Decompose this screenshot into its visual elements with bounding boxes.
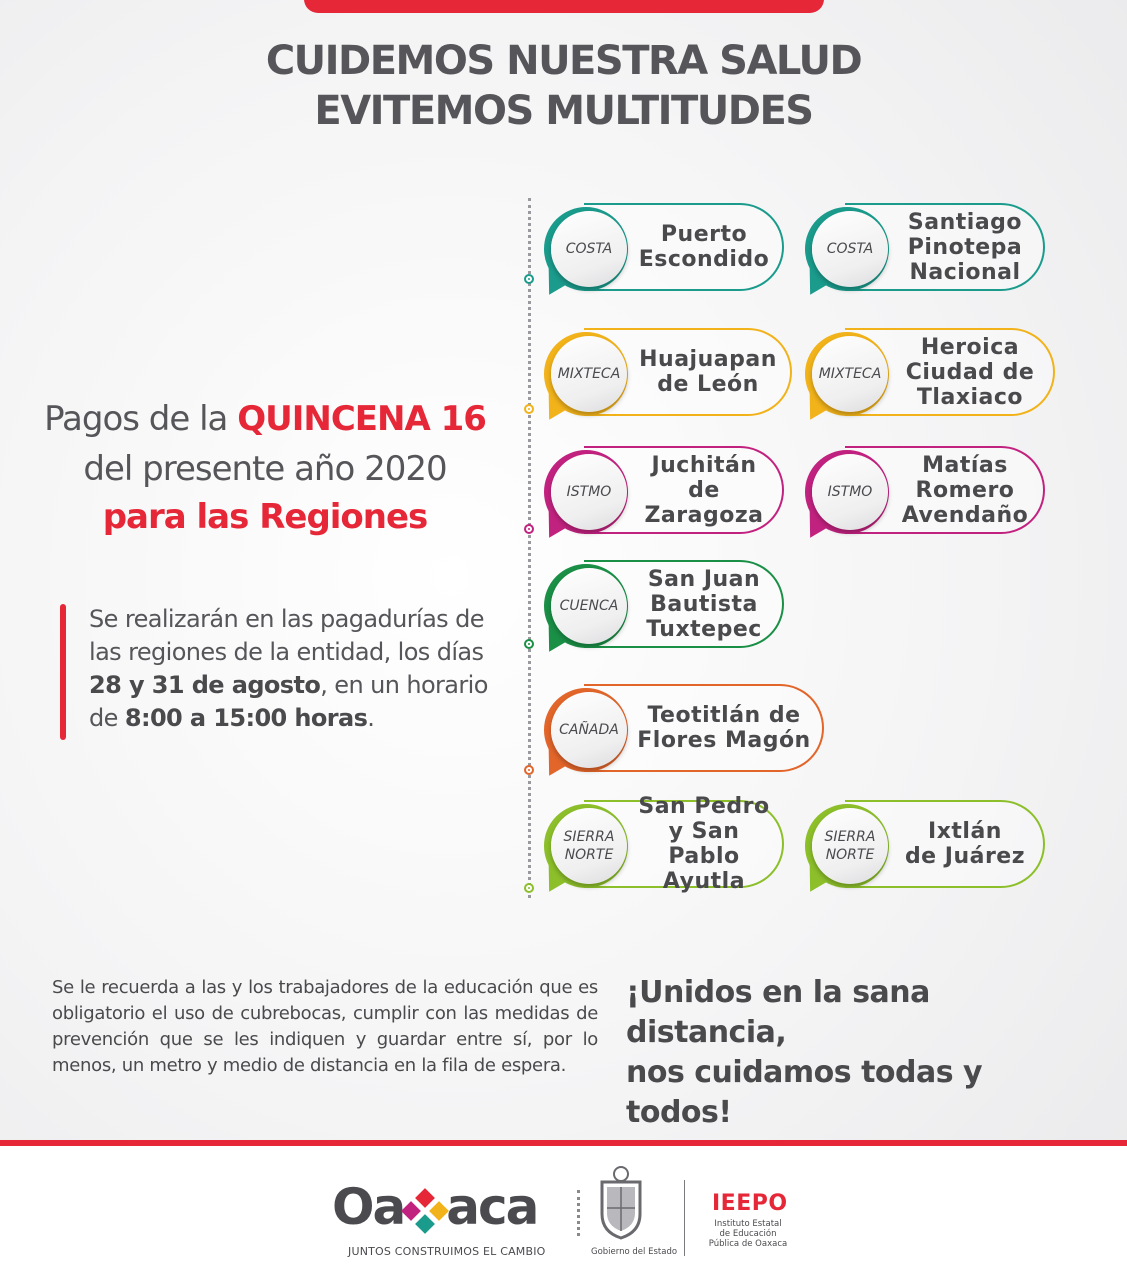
footer-dotted-divider xyxy=(577,1190,580,1236)
payment-info-text: Se realizarán en las pagadurías de las r… xyxy=(89,603,509,735)
timeline-dot xyxy=(524,765,534,775)
place-name: Matías Romero Avendaño xyxy=(901,452,1029,528)
region-card: MIXTECA Heroica Ciudad de Tlaxiaco xyxy=(797,328,1055,426)
info-text-2: , en un horario de xyxy=(89,671,488,732)
info-text-1: Se realizarán en las pagadurías de las r… xyxy=(89,605,485,666)
place-name: Teotitlán de Flores Magón xyxy=(637,703,811,753)
place-name: San Juan Bautista Tuxtepec xyxy=(646,566,762,642)
info-dates: 28 y 31 de agosto xyxy=(89,671,321,699)
region-name: CUENCA xyxy=(551,568,627,644)
region-name: SIERRA NORTE xyxy=(551,808,627,884)
oaxaca-cross-icon xyxy=(401,1187,450,1234)
region-name: ISTMO xyxy=(551,454,627,530)
pagos-line-2: del presente año 2020 xyxy=(83,449,447,489)
unidos-line-2: nos cuidamos todas y todos! xyxy=(626,1055,983,1130)
slogan-text: JUNTOS CONSTRUIMOS EL CAMBIO xyxy=(348,1245,546,1258)
ieepo-full-name: Instituto Estatal de Educación Pública d… xyxy=(708,1219,788,1249)
oaxaca-logo-right: aca xyxy=(446,1178,539,1236)
oaxaca-logo-left: Oa xyxy=(332,1178,406,1236)
region-card: COSTA Santiago Pinotepa Nacional xyxy=(797,203,1045,301)
pagos-line-1: Pagos de la QUINCENA 16 xyxy=(0,394,530,444)
region-card: SIERRA NORTE Ixtlán de Juárez xyxy=(797,800,1045,898)
place-name: Santiago Pinotepa Nacional xyxy=(907,209,1023,285)
region-card-outline xyxy=(584,328,792,416)
region-card: MIXTECA Huajuapan de León xyxy=(536,328,792,426)
place-name: Juchitán de Zaragoza xyxy=(644,452,764,528)
reminder-paragraph: Se le recuerda a las y los trabajadores … xyxy=(52,977,598,1076)
place-name: Heroica Ciudad de Tlaxiaco xyxy=(905,334,1035,410)
region-card: COSTA Puerto Escondido xyxy=(536,203,784,301)
footer-red-rule xyxy=(0,1140,1127,1146)
timeline-dot xyxy=(524,639,534,649)
info-hours: 8:00 a 15:00 horas xyxy=(124,704,368,732)
place-name: San Pedro y San Pablo Ayutla xyxy=(638,794,770,894)
footer xyxy=(0,1146,1127,1280)
place-name: Huajuapan de León xyxy=(639,347,777,397)
info-text-3: . xyxy=(367,704,375,732)
region-name: CAÑADA xyxy=(551,692,627,768)
unidos-line-1: ¡Unidos en la sana distancia, xyxy=(626,975,930,1050)
quincena-highlight: QUINCENA 16 xyxy=(237,399,487,439)
gobierno-label: Gobierno del Estado xyxy=(591,1247,678,1257)
region-card: CAÑADA Teotitlán de Flores Magón xyxy=(536,684,824,782)
region-name: COSTA xyxy=(812,211,888,287)
region-name: SIERRA NORTE xyxy=(812,808,888,884)
region-card: SIERRA NORTE San Pedro y San Pablo Ayutla xyxy=(536,794,784,898)
regions-timeline xyxy=(528,198,531,898)
timeline-dot xyxy=(524,883,534,893)
footer-divider xyxy=(684,1180,685,1256)
timeline-dot xyxy=(524,524,534,534)
unidos-slogan: ¡Unidos en la sana distancia, nos cuidam… xyxy=(626,973,1096,1133)
top-red-tab xyxy=(304,0,824,13)
info-accent-rule xyxy=(60,604,66,740)
place-name: Puerto Escondido xyxy=(638,222,770,272)
headline-line-2: EVITEMOS MULTITUDES xyxy=(314,88,814,134)
region-name: COSTA xyxy=(551,211,627,287)
region-name: MIXTECA xyxy=(812,336,888,412)
region-card: ISTMO Matías Romero Avendaño xyxy=(797,446,1045,544)
ieepo-logo: IEEPO xyxy=(712,1191,788,1216)
place-name: Ixtlán de Juárez xyxy=(904,819,1026,869)
region-card: CUENCA San Juan Bautista Tuxtepec xyxy=(536,560,784,658)
timeline-dot xyxy=(524,404,534,414)
timeline-dot xyxy=(524,274,534,284)
coat-of-arms-icon xyxy=(600,1166,642,1240)
oaxaca-logo: Oa aca xyxy=(332,1182,562,1234)
pagos-line-3: para las Regiones xyxy=(102,497,429,537)
region-name: ISTMO xyxy=(812,454,888,530)
region-name: MIXTECA xyxy=(551,336,627,412)
pagos-prefix: Pagos de la xyxy=(44,399,238,439)
region-card-outline xyxy=(845,800,1045,888)
headline-line-1: CUIDEMOS NUESTRA SALUD xyxy=(265,38,863,84)
region-card: ISTMO Juchitán de Zaragoza xyxy=(536,446,784,544)
